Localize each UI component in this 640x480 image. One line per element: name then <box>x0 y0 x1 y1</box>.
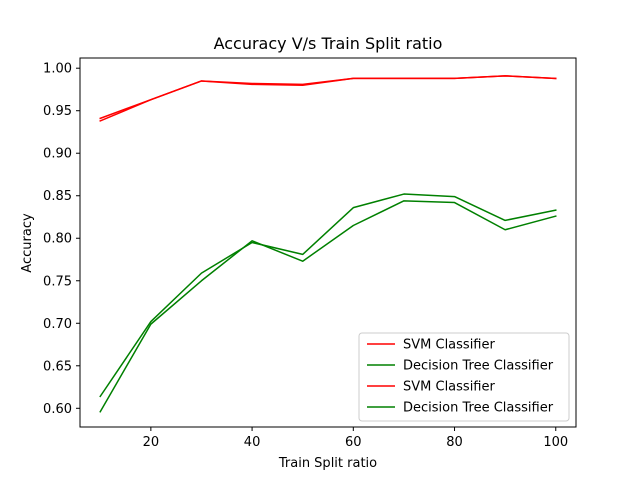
legend: SVM Classifier Decision Tree Classifier SV… <box>358 332 570 422</box>
legend-label: Decision Tree Classifier <box>403 359 554 374</box>
legend-label: SVM Classifier <box>403 338 495 353</box>
y-tick-label: 0.60 <box>43 402 72 417</box>
x-tick-label: 40 <box>244 435 261 450</box>
y-tick-label: 1.00 <box>43 62 72 77</box>
y-tick-label: 0.95 <box>43 104 72 119</box>
y-tick-label: 0.70 <box>43 317 72 332</box>
legend-box <box>358 332 570 422</box>
y-tick-label: 0.80 <box>43 232 72 247</box>
y-tick-label: 0.65 <box>43 359 72 374</box>
legend-label: SVM Classifier <box>403 380 495 395</box>
y-axis: 0.60 0.65 0.70 0.75 0.80 0.85 0.90 0.95 1.00 <box>43 62 80 417</box>
y-tick-label: 0.85 <box>43 189 72 204</box>
x-axis: 20 40 60 80 100 <box>143 427 568 450</box>
x-tick-label: 20 <box>143 435 160 450</box>
legend-label: Decision Tree Classifier <box>403 401 554 416</box>
x-axis-title: Train Split ratio <box>278 456 377 471</box>
plot-area <box>99 75 557 413</box>
x-tick-label: 100 <box>543 435 568 450</box>
y-axis-title: Accuracy <box>20 213 35 273</box>
x-tick-label: 80 <box>446 435 463 450</box>
y-tick-label: 0.75 <box>43 274 72 289</box>
series-line-4 <box>99 200 557 413</box>
series-line-3 <box>99 75 557 122</box>
plot-frame <box>79 57 577 428</box>
x-tick-label: 60 <box>345 435 362 450</box>
chart-title: Accuracy V/s Train Split ratio <box>214 34 443 53</box>
series-line-2 <box>99 193 557 398</box>
y-tick-label: 0.90 <box>43 147 72 162</box>
